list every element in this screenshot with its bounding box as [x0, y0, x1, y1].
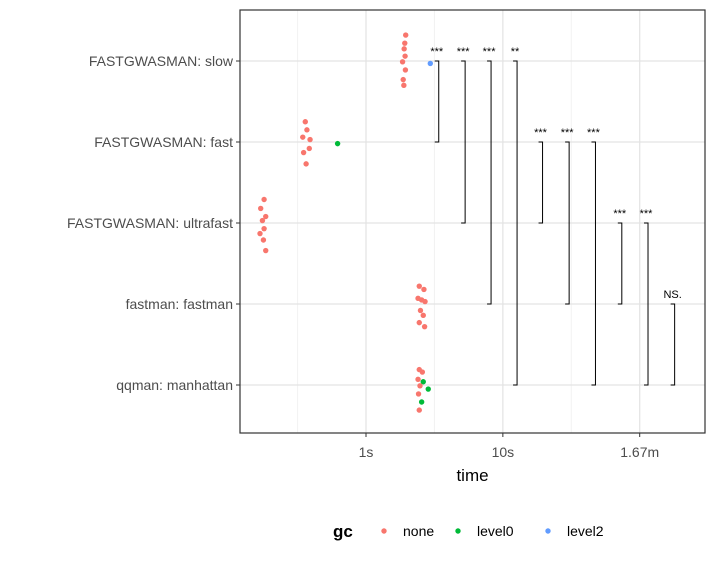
plot-panel: *** *** *** ***** *** ****** ***NS.	[239, 9, 706, 434]
significance-label: NS.	[663, 289, 681, 301]
point-none	[258, 205, 264, 212]
significance-label: ***	[457, 46, 471, 58]
point-none	[401, 46, 407, 52]
point-none	[260, 237, 267, 243]
y-tick-label: qqman: manhattan	[116, 377, 233, 393]
point-none	[417, 383, 423, 389]
point-none	[402, 40, 408, 46]
y-tick-label: FASTGWASMAN: slow	[89, 53, 234, 69]
y-axis-tick-labels: FASTGWASMAN: slow FASTGWASMAN: fast FASTGW…	[67, 53, 240, 393]
point-none	[257, 230, 263, 237]
comparison-bracket: ***	[457, 46, 471, 224]
y-tick-label: FASTGWASMAN: fast	[94, 134, 233, 150]
panel-background	[240, 10, 705, 433]
significance-label: ***	[640, 208, 654, 220]
point-none	[422, 298, 428, 305]
legend-title: gc	[333, 522, 353, 541]
point-none	[416, 283, 422, 289]
x-axis-tick-labels: 1s 10s 1.67m	[359, 433, 659, 460]
comparison-bracket: ***	[534, 127, 548, 224]
significance-label: ***	[430, 46, 444, 58]
point-none	[306, 145, 312, 152]
point-none	[261, 225, 267, 232]
legend-key	[381, 528, 387, 534]
point-none	[259, 217, 266, 224]
bracket-line	[461, 60, 466, 224]
bracket-line	[591, 141, 596, 386]
comparison-bracket: ***	[640, 208, 654, 386]
point-none	[416, 319, 422, 326]
bracket-line	[487, 60, 492, 305]
point-none	[263, 247, 269, 254]
bracket-line	[513, 60, 518, 386]
legend-label: none	[403, 523, 434, 539]
y-tick-label: fastman: fastman	[126, 296, 233, 312]
point-none	[402, 67, 409, 73]
legend-label: level0	[477, 523, 514, 539]
bracket-line	[434, 60, 440, 143]
comparison-bracket: **	[511, 46, 520, 386]
point-none	[415, 391, 422, 397]
point-none	[419, 369, 426, 375]
point-none	[263, 213, 269, 220]
point-none	[415, 376, 421, 383]
point-none	[401, 82, 407, 89]
point-none	[416, 407, 422, 413]
bracket-line	[565, 141, 570, 305]
bracket-line	[617, 222, 623, 305]
legend-label: level2	[567, 523, 604, 539]
point-none	[421, 286, 427, 293]
bracket-line	[670, 303, 676, 386]
point-none	[304, 127, 310, 133]
legend-key	[545, 528, 551, 534]
significance-label: ***	[534, 127, 548, 139]
point-none	[400, 76, 406, 83]
point-none	[300, 134, 306, 140]
legend-item-none: none	[381, 523, 434, 539]
point-none	[399, 59, 406, 65]
significance-label: ***	[587, 127, 601, 139]
point-none	[303, 161, 309, 167]
comparison-bracket: ***	[613, 208, 627, 305]
point-none	[402, 53, 408, 59]
point-none	[302, 119, 308, 125]
point-none	[300, 149, 307, 156]
comparison-bracket: ***	[561, 127, 575, 305]
significance-label: **	[511, 46, 520, 58]
y-tick-label: FASTGWASMAN: ultrafast	[67, 215, 233, 231]
point-none	[420, 312, 426, 319]
comparison-bracket: ***	[483, 46, 497, 305]
point-none	[403, 32, 409, 38]
point-none	[261, 196, 267, 203]
point-none	[421, 323, 428, 330]
legend-item-level2: level2	[545, 523, 604, 539]
panel-border	[239, 9, 706, 434]
significance-label: ***	[561, 127, 575, 139]
comparison-bracket: ***	[587, 127, 601, 386]
comparison-bracket: NS.	[663, 289, 682, 386]
significance-label: ***	[483, 46, 497, 58]
legend-key	[455, 528, 461, 534]
comparison-bracket: ***	[430, 46, 444, 143]
point-level2	[427, 60, 434, 67]
x-tick-label: 1s	[359, 444, 374, 460]
legend: gc none level0 level2	[333, 522, 604, 541]
legend-item-level0: level0	[455, 523, 514, 539]
point-level0	[420, 379, 426, 385]
point-level0	[334, 140, 341, 147]
x-axis-title: time	[456, 466, 488, 485]
x-tick-label: 1.67m	[620, 444, 659, 460]
point-level0	[425, 386, 431, 392]
bracket-line	[538, 141, 544, 224]
point-none	[307, 136, 313, 143]
bracket-line	[644, 222, 649, 386]
point-none	[417, 307, 424, 314]
significance-label: ***	[613, 208, 627, 220]
x-tick-label: 10s	[492, 444, 515, 460]
point-level0	[418, 399, 425, 405]
